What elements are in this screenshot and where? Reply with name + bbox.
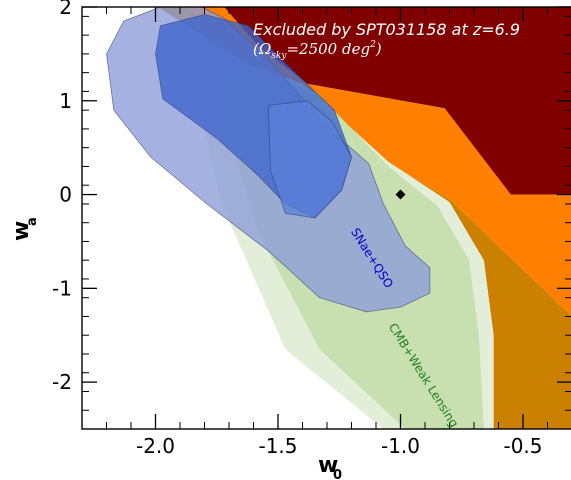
- fiducial-marker: [395, 189, 406, 200]
- x-tick-label: -2.0: [136, 434, 175, 458]
- x-tick-label: -0.5: [503, 434, 542, 458]
- y-tick-label: -2: [52, 370, 72, 394]
- y-axis-title-subscript: a: [25, 217, 40, 226]
- excluded-annotation-line2: (Ωsky=2500 deg2): [253, 40, 382, 61]
- x-tick-label: -1.0: [381, 434, 420, 458]
- x-axis-title-subscript: 0: [333, 468, 342, 480]
- marker-layer: [395, 189, 406, 200]
- y-tick-labels: -2 -1 0 1 2: [52, 0, 72, 394]
- y-axis-title: w: [9, 221, 34, 241]
- confidence-regions: [106, 7, 571, 429]
- y-tick-label: 1: [59, 89, 72, 113]
- x-tick-labels: -2.0 -1.5 -1.0 -0.5: [136, 434, 543, 458]
- y-tick-label: -1: [52, 276, 72, 300]
- x-tick-label: -1.5: [258, 434, 297, 458]
- x-axis-title: w: [318, 453, 338, 478]
- region-excluded-gold: [157, 7, 571, 429]
- region-snae-qso-inner-overlap: [267, 100, 352, 219]
- y-tick-label: 0: [59, 183, 72, 207]
- region-excluded-dark-red: [224, 7, 571, 195]
- y-tick-label: 2: [59, 0, 72, 19]
- excluded-annotation-line1: Excluded by SPT031158 at z=6.9: [253, 20, 520, 39]
